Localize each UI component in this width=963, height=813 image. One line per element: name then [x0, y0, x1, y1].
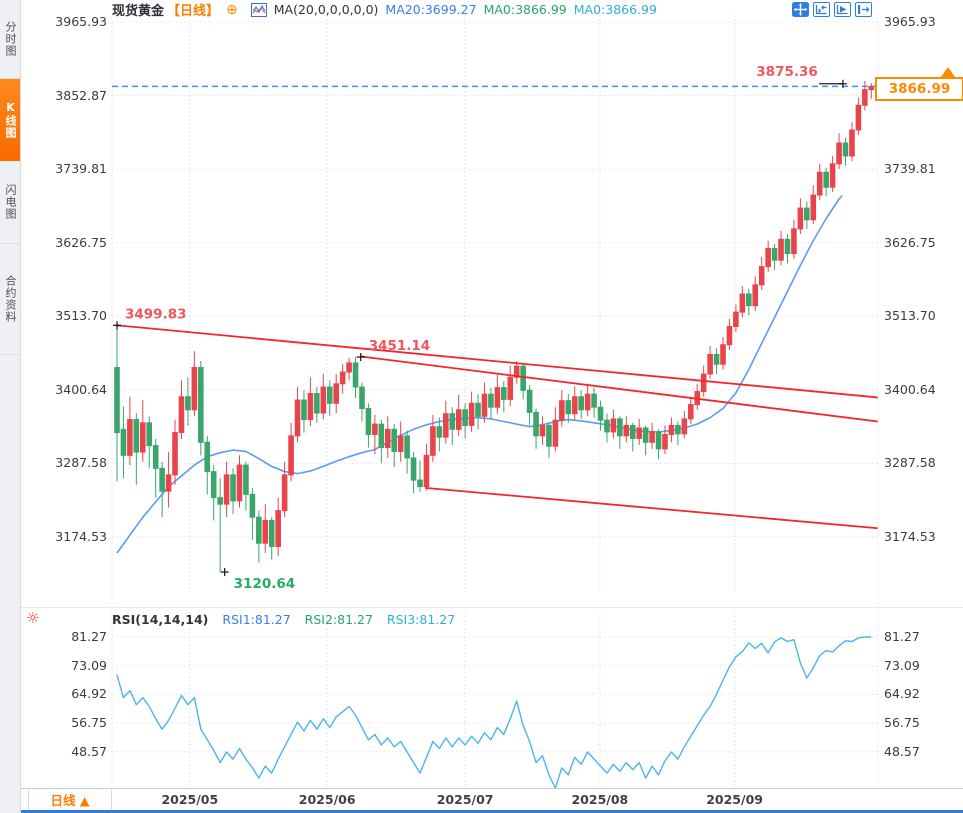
- bottom-accent-strip: [20, 810, 963, 813]
- price-tick-right: 3626.75: [884, 234, 936, 250]
- sidebar-tab-contract-info[interactable]: 合约资料: [0, 244, 20, 355]
- chart-toolbar: [792, 2, 872, 17]
- price-annotation: 3875.36: [756, 64, 818, 80]
- price-tick-left: 3739.81: [55, 161, 107, 177]
- add-indicator-icon[interactable]: ⊕: [226, 1, 238, 18]
- rsi-tick-right: 73.09: [884, 657, 920, 673]
- rsi-tick-right: 64.92: [884, 686, 920, 702]
- price-tick-right: 3174.53: [884, 529, 936, 544]
- ma0-value-b: MA0:3866.99: [573, 2, 657, 17]
- chart-pan-left-icon[interactable]: [813, 2, 830, 17]
- price-tick-left: 3965.93: [55, 14, 107, 29]
- price-annotation: 3451.14: [369, 338, 431, 354]
- date-tick-label: 2025/08: [571, 792, 629, 807]
- left-tab-sidebar: 分时图 K线图 闪电图 合约资料: [0, 0, 21, 813]
- pane-separator: [20, 607, 963, 608]
- price-tick-left: 3513.70: [55, 308, 107, 324]
- price-tick-right: 3513.70: [884, 308, 936, 324]
- price-tick-right: 3287.58: [884, 455, 936, 471]
- price-tick-left: 3287.58: [55, 455, 107, 471]
- current-price-box: 3866.99: [875, 77, 963, 101]
- date-tick-label: 2025/06: [298, 792, 356, 807]
- ma-settings-label: MA(20,0,0,0,0,0): [273, 2, 379, 17]
- period-tag: 【日线】: [167, 4, 220, 19]
- rsi-tick-left: 64.92: [71, 686, 107, 702]
- new-high-arrow-icon: [941, 67, 955, 77]
- price-tick-left: 3852.87: [55, 87, 107, 103]
- price-tick-left: 3174.53: [55, 529, 107, 544]
- chart-header: 现货黄金 【日线】 ⊕ MA(20,0,0,0,0,0) MA20:3699.27…: [112, 1, 657, 19]
- rsi-tick-left: 48.57: [71, 743, 107, 759]
- rsi-tick-left: 73.09: [71, 657, 107, 673]
- period-selector-button[interactable]: 日线 ▲: [28, 789, 112, 810]
- chart-pan-right-icon[interactable]: [834, 2, 851, 17]
- rsi3-value: RSI3:81.27: [386, 611, 456, 627]
- rsi1-value: RSI1:81.27: [222, 611, 291, 627]
- rsi-header: RSI(14,14,14) RSI1:81.27 RSI2:81.27 RSI3…: [112, 611, 455, 627]
- sidebar-tab-kline[interactable]: K线图: [0, 79, 20, 161]
- rsi-label: RSI(14,14,14): [112, 611, 209, 627]
- rsi2-value: RSI2:81.27: [304, 611, 373, 627]
- ma0-value-a: MA0:3866.99: [483, 2, 567, 17]
- rsi-tick-right: 81.27: [884, 629, 920, 644]
- ma20-value: MA20:3699.27: [385, 2, 477, 17]
- date-tick-label: 2025/09: [706, 792, 763, 807]
- rsi-tick-left: 56.75: [71, 715, 107, 731]
- date-tick-label: 2025/05: [161, 792, 219, 807]
- sidebar-tab-lightning[interactable]: 闪电图: [0, 161, 20, 244]
- move-crosshair-icon[interactable]: [792, 2, 809, 17]
- date-axis-bar: 日线 ▲: [20, 788, 963, 811]
- sidebar-tab-timeshare[interactable]: 分时图: [0, 0, 20, 79]
- instrument-title: 现货黄金: [112, 4, 165, 19]
- price-tick-right: 3400.64: [884, 381, 936, 397]
- price-annotation: 3120.64: [234, 576, 296, 592]
- rsi-tick-left: 81.27: [71, 629, 107, 644]
- ma-indicator-icon: [250, 2, 267, 17]
- price-tick-right: 3739.81: [884, 161, 936, 177]
- price-tick-left: 3400.64: [55, 381, 107, 397]
- date-tick-label: 2025/07: [436, 792, 494, 807]
- price-tick-left: 3626.75: [55, 234, 107, 250]
- rsi-tick-right: 56.75: [884, 715, 920, 731]
- price-annotation: 3499.83: [125, 306, 187, 322]
- price-tick-right: 3965.93: [884, 14, 936, 29]
- rsi-tick-right: 48.57: [884, 743, 920, 759]
- export-right-icon[interactable]: [855, 2, 872, 17]
- rsi-settings-icon[interactable]: ☼: [26, 609, 40, 627]
